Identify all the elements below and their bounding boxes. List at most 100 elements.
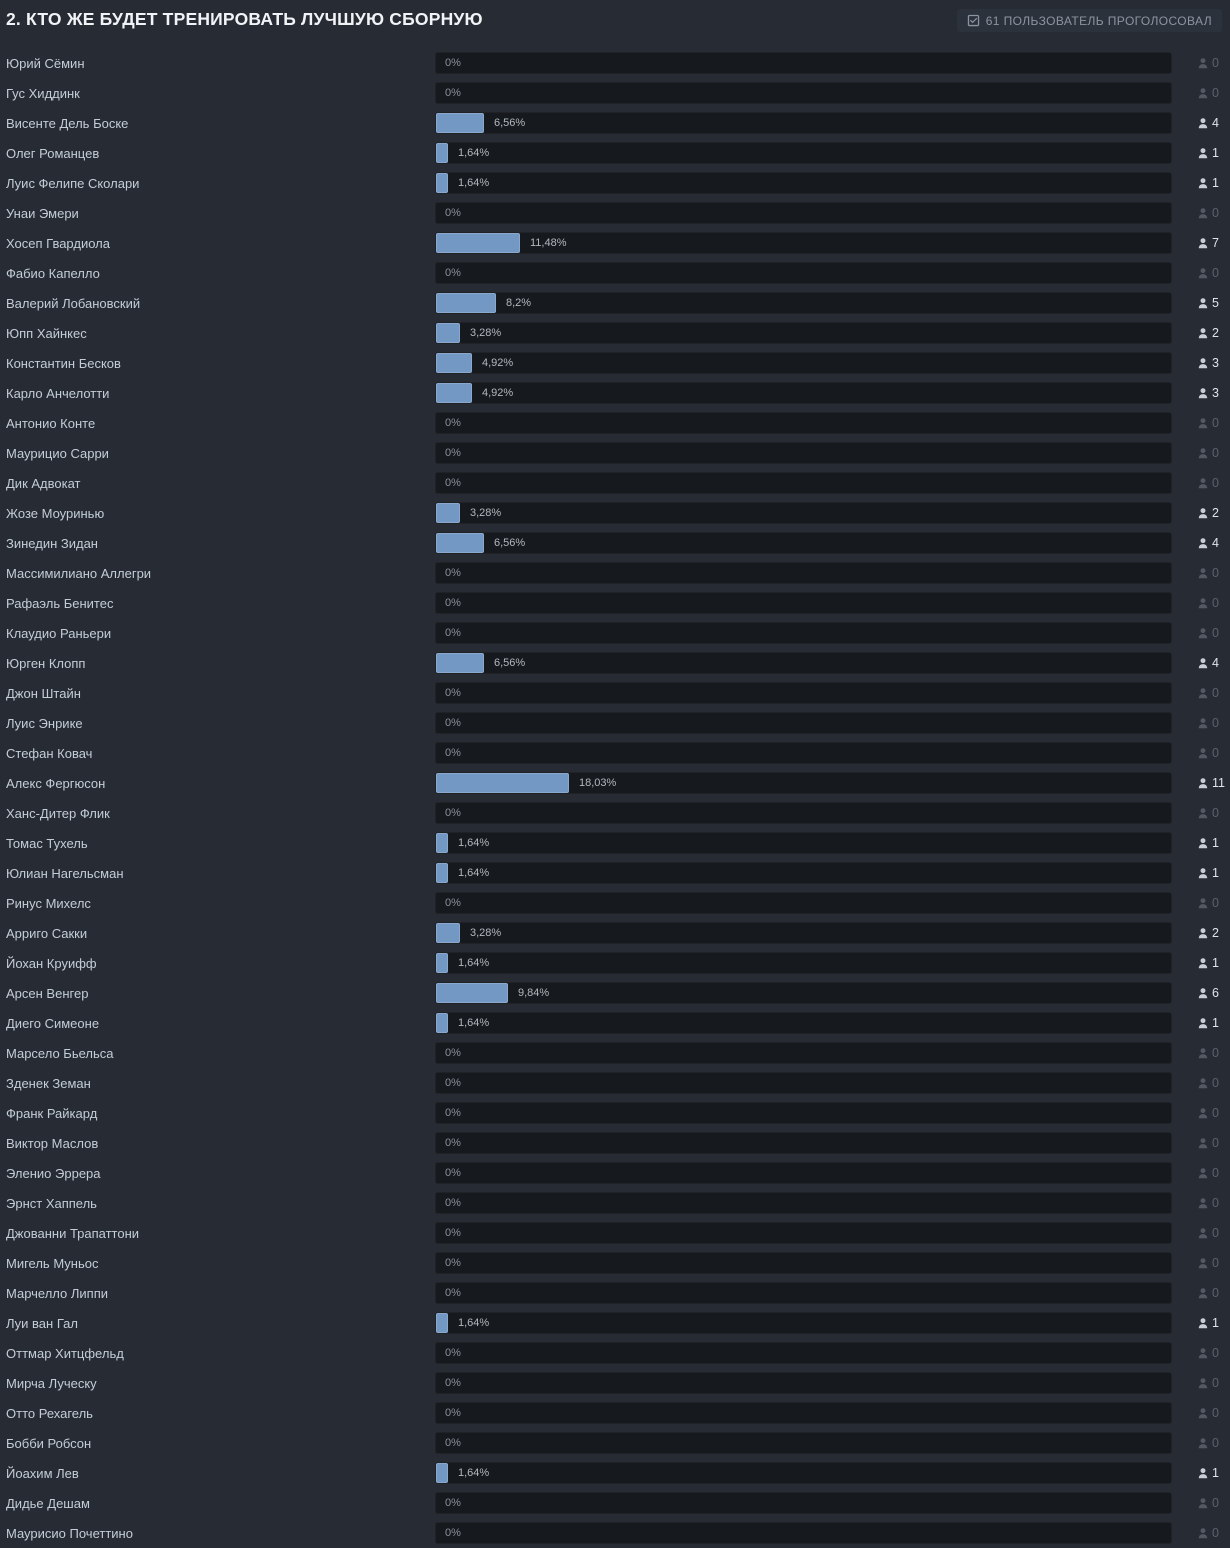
poll-option-row: Висенте Дель Боске 6,56% 4	[0, 108, 1230, 138]
poll-option-row: Луи ван Гал 1,64% 1	[0, 1308, 1230, 1338]
option-bar-fill	[436, 653, 484, 673]
option-vote-count: 0	[1197, 1496, 1219, 1510]
option-vote-count-number: 0	[1212, 596, 1219, 610]
option-bar-fill	[436, 953, 448, 973]
poll-option-row: Отто Рехагель 0% 0	[0, 1398, 1230, 1428]
person-icon	[1197, 147, 1209, 159]
person-icon	[1197, 1287, 1209, 1299]
option-vote-count-number: 6	[1212, 986, 1219, 1000]
option-percent-label: 0%	[445, 1227, 461, 1239]
option-result-bar: 1,64%	[435, 172, 1172, 194]
option-name: Томас Тухель	[6, 835, 88, 851]
person-icon	[1197, 867, 1209, 879]
option-bar-fill	[436, 173, 448, 193]
person-icon	[1197, 687, 1209, 699]
option-vote-count: 0	[1197, 1346, 1219, 1360]
option-vote-count-number: 0	[1212, 1256, 1219, 1270]
option-name: Луис Фелипе Сколари	[6, 175, 140, 191]
option-bar-fill	[436, 863, 448, 883]
option-result-bar: 0%	[435, 562, 1172, 584]
option-percent-label: 0%	[445, 897, 461, 909]
poll-option-row: Эленио Эррера 0% 0	[0, 1158, 1230, 1188]
option-vote-count-number: 1	[1212, 176, 1219, 190]
poll-option-row: Карло Анчелотти 4,92% 3	[0, 378, 1230, 408]
poll-option-row: Жозе Моуринью 3,28% 2	[0, 498, 1230, 528]
option-vote-count: 1	[1197, 176, 1219, 190]
option-vote-count-number: 1	[1212, 1316, 1219, 1330]
option-percent-label: 0%	[445, 747, 461, 759]
option-percent-label: 0%	[445, 597, 461, 609]
option-vote-count: 0	[1197, 806, 1219, 820]
option-result-bar: 1,64%	[435, 1312, 1172, 1334]
poll-option-row: Йохан Круифф 1,64% 1	[0, 948, 1230, 978]
option-result-bar: 0%	[435, 892, 1172, 914]
option-vote-count: 1	[1197, 1316, 1219, 1330]
option-result-bar: 4,92%	[435, 352, 1172, 374]
option-percent-label: 11,48%	[530, 237, 567, 249]
person-icon	[1197, 297, 1209, 309]
poll-option-row: Валерий Лобановский 8,2% 5	[0, 288, 1230, 318]
option-name: Ринус Михелс	[6, 895, 91, 911]
option-name: Диего Симеоне	[6, 1015, 100, 1031]
option-percent-label: 3,28%	[470, 327, 502, 339]
option-vote-count-number: 1	[1212, 1466, 1219, 1480]
option-bar-fill	[436, 293, 496, 313]
option-name: Франк Райкард	[6, 1105, 98, 1121]
option-vote-count-number: 0	[1212, 56, 1219, 70]
option-result-bar: 0%	[435, 52, 1172, 74]
poll-option-row: Маурисио Почеттино 0% 0	[0, 1518, 1230, 1548]
person-icon	[1197, 1227, 1209, 1239]
option-percent-label: 1,64%	[458, 1017, 490, 1029]
option-vote-count: 0	[1197, 56, 1219, 70]
option-vote-count: 1	[1197, 1466, 1219, 1480]
option-name: Жозе Моуринью	[6, 505, 105, 521]
poll-option-row: Фабио Капелло 0% 0	[0, 258, 1230, 288]
poll-options-list: Юрий Сёмин 0% 0 Гус Хиддинк 0%	[0, 48, 1230, 1548]
option-percent-label: 4,92%	[482, 387, 514, 399]
option-vote-count: 0	[1197, 476, 1219, 490]
person-icon	[1197, 1257, 1209, 1269]
person-icon	[1197, 1437, 1209, 1449]
option-name: Дик Адвокат	[6, 475, 81, 491]
poll-option-row: Дидье Дешам 0% 0	[0, 1488, 1230, 1518]
option-percent-label: 6,56%	[494, 117, 526, 129]
option-bar-fill	[436, 143, 448, 163]
option-percent-label: 0%	[445, 477, 461, 489]
option-vote-count-number: 4	[1212, 536, 1219, 550]
poll-header: 2. КТО ЖЕ БУДЕТ ТРЕНИРОВАТЬ ЛУЧШУЮ СБОРН…	[0, 0, 1230, 48]
person-icon	[1197, 387, 1209, 399]
voters-count-badge[interactable]: 61 ПОЛЬЗОВАТЕЛЬ ПРОГОЛОСОВАЛ	[956, 9, 1222, 32]
option-vote-count: 0	[1197, 446, 1219, 460]
option-result-bar: 3,28%	[435, 322, 1172, 344]
person-icon	[1197, 1407, 1209, 1419]
person-icon	[1197, 807, 1209, 819]
option-name: Эленио Эррера	[6, 1165, 101, 1181]
option-name: Йохан Круифф	[6, 955, 97, 971]
option-percent-label: 18,03%	[579, 777, 617, 789]
option-vote-count: 0	[1197, 746, 1219, 760]
option-vote-count: 6	[1197, 986, 1219, 1000]
person-icon	[1197, 747, 1209, 759]
poll-option-row: Мигель Муньос 0% 0	[0, 1248, 1230, 1278]
option-vote-count: 1	[1197, 836, 1219, 850]
option-result-bar: 1,64%	[435, 862, 1172, 884]
option-result-bar: 3,28%	[435, 922, 1172, 944]
option-vote-count-number: 0	[1212, 266, 1219, 280]
option-bar-fill	[436, 1313, 448, 1333]
option-vote-count-number: 1	[1212, 1016, 1219, 1030]
option-result-bar: 0%	[435, 712, 1172, 734]
option-result-bar: 0%	[435, 1072, 1172, 1094]
person-icon	[1197, 1107, 1209, 1119]
option-vote-count: 4	[1197, 536, 1219, 550]
person-icon	[1197, 897, 1209, 909]
option-vote-count-number: 0	[1212, 416, 1219, 430]
person-icon	[1197, 927, 1209, 939]
option-vote-count: 1	[1197, 146, 1219, 160]
option-vote-count: 0	[1197, 566, 1219, 580]
person-icon	[1197, 87, 1209, 99]
option-vote-count-number: 0	[1212, 476, 1219, 490]
option-name: Луи ван Гал	[6, 1315, 78, 1331]
option-vote-count-number: 0	[1212, 1496, 1219, 1510]
option-vote-count-number: 0	[1212, 1196, 1219, 1210]
